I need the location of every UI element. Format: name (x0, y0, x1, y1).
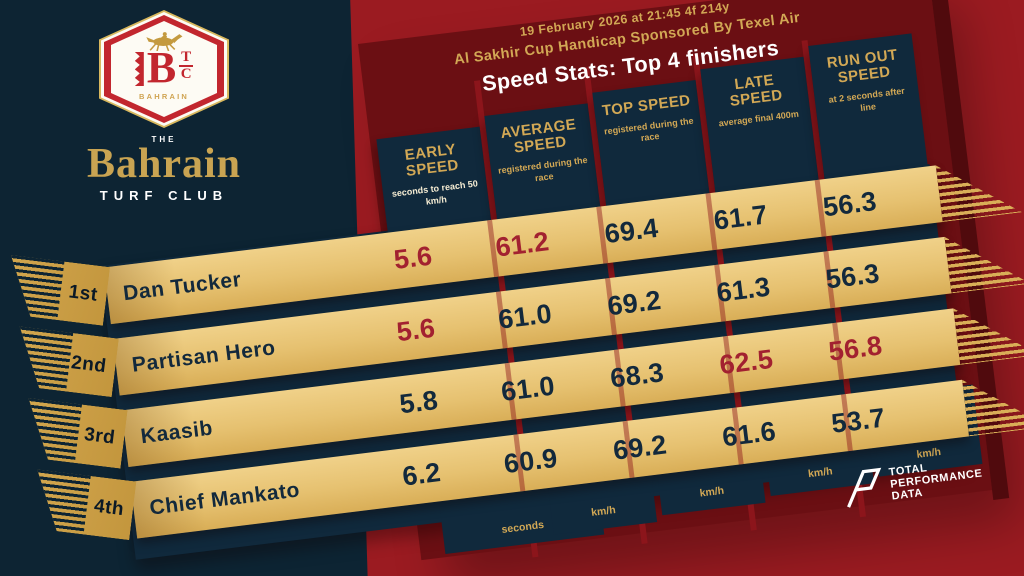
ribbon-fold: 3rd (21, 398, 127, 469)
speed-stripes-left (4, 255, 65, 320)
column-subtitle: registered during the race (497, 155, 589, 183)
speed-stripes-right (944, 227, 1024, 293)
club-subtitle: TURF CLUB (99, 188, 229, 203)
unit-label: km/h (698, 484, 725, 500)
column-title: EARLY SPEED (403, 140, 460, 181)
badge-letter-c: C (180, 66, 192, 82)
tpd-logo: TOTAL PERFORMANCE DATA (840, 449, 1024, 510)
position-badge: 3rd (83, 423, 117, 449)
column-header-average-speed: AVERAGE SPEED registered during the race (484, 103, 601, 222)
column-subtitle: seconds to reach 50 km/h (391, 178, 479, 207)
unit-label: km/h (590, 504, 617, 519)
club-name: Bahrain (86, 141, 242, 187)
badge-divider-line (179, 65, 194, 67)
speed-stripes-right (953, 299, 1024, 365)
speed-stripes-right (962, 370, 1024, 436)
club-the-label: THE (151, 135, 177, 144)
badge-country-label: BAHRAIN (139, 92, 189, 101)
btc-logo: B T C BAHRAIN THE Bahrain TURF CLUB (38, 10, 290, 203)
column-subtitle: average final 400m (718, 109, 800, 129)
column-header-run-out-speed: RUN OUT SPEED at 2 seconds after line (808, 33, 929, 182)
bahrain-flag-zigzag (134, 52, 144, 86)
column-subtitle: registered during the race (603, 115, 695, 144)
position-badge: 4th (92, 495, 126, 520)
racehorse-icon (146, 32, 183, 51)
column-title: AVERAGE SPEED (499, 115, 578, 157)
badge-letter-t: T (181, 49, 192, 65)
position-badge: 2nd (70, 351, 108, 377)
badge-letter-b: B (146, 43, 177, 92)
column-title: LATE SPEED (728, 71, 784, 111)
speed-stripes-right (936, 156, 1022, 222)
speed-stripes-left (21, 398, 82, 463)
column-subtitle: at 2 seconds after line (828, 86, 906, 113)
speed-stripes-left (30, 469, 91, 534)
column-title: TOP SPEED (601, 91, 692, 120)
position-badge: 1st (67, 280, 99, 306)
ribbon-fold: 2nd (12, 326, 118, 397)
ribbon-fold: 1st (4, 255, 110, 326)
column-header-late-speed: LATE SPEED average final 400m (700, 56, 819, 195)
ribbon-fold: 4th (30, 469, 136, 540)
column-header-early-speed: EARLY SPEED seconds to reach 50 km/h (376, 126, 492, 235)
tpd-mark-icon (847, 467, 882, 508)
speed-stripes-left (12, 326, 73, 391)
column-header-top-speed: TOP SPEED registered during the race (592, 80, 710, 208)
btc-badge: B T C BAHRAIN (99, 10, 229, 128)
